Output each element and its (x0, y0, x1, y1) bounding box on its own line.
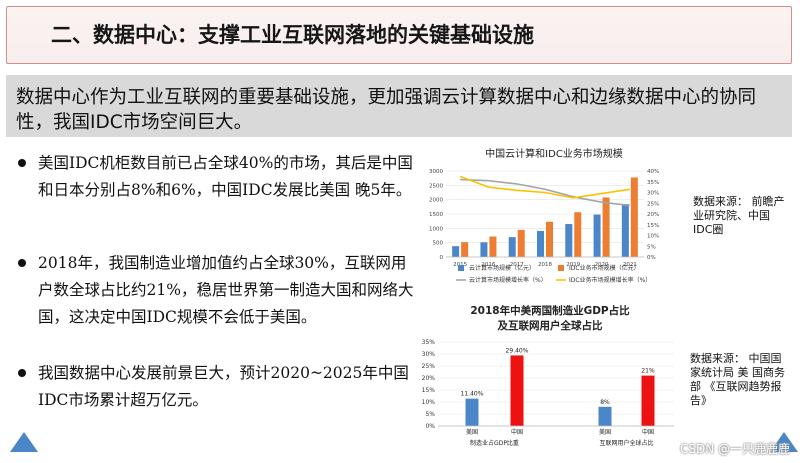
bullet-dot-icon (18, 159, 26, 167)
chart1-legend-swatch (458, 265, 464, 271)
chart1-y2tick-label: 5% (647, 244, 656, 250)
chart1-legend-label: IDC业务市场规模增长率（%） (569, 276, 651, 284)
chart2-title-line2: 及互联网用户全球占比 (498, 319, 603, 332)
chart2-ytick-label: 20% (422, 375, 436, 382)
chart2-ytick-label: 25% (422, 363, 436, 370)
chart1-legend-label: IDC业务市场规模（亿元） (569, 264, 640, 272)
bullet-text-3: 我国数据中心发展前景巨大，预计2020~2025年中国IDC市场累计超万亿元。 (38, 364, 409, 409)
chart2-source: 数据来源： 中国国家统计局 美 国商务部 《互联网趋势报告》 (690, 352, 785, 407)
corner-triangle-icon (10, 432, 38, 452)
chart1-legend-label: 云计算市场规模增长率（%） (469, 276, 547, 284)
chart2-bar (598, 406, 612, 426)
chart1-ytick-label: 2500 (429, 183, 443, 189)
chart1-y2tick-label: 10% (647, 234, 659, 240)
chart1-y2tick-label: 30% (647, 191, 659, 197)
chart2-data-label: 11.40% (461, 391, 484, 398)
chart1-bar (621, 203, 629, 257)
chart2-ytick-label: 5% (425, 411, 435, 418)
chart1-bar (489, 236, 497, 257)
cloud-idc-market-chart: 中国云计算和IDC业务市场规模 0 500 1000 1500 2000 2500 3000… (429, 147, 659, 284)
gdp-internet-share-chart: 2018年中美两国制造业GDP占比 及互联网用户全球占比 11.40% 29.40… (422, 304, 674, 447)
chart1-xtick-label: 2019 (566, 262, 580, 268)
bullet-dot-icon (18, 259, 26, 267)
chart1-bar (461, 242, 469, 257)
chart1-line-series (459, 175, 630, 199)
intro-text: 数据中心作为工业互联网的重要基础设施，更加强调云计算数据中心和边缘数据中心的协同… (16, 87, 757, 133)
chart2-xtick-label: 中国 (642, 428, 654, 436)
chart2-data-label: 21% (641, 368, 655, 375)
chart1-bar (537, 230, 544, 257)
chart1-ytick-label: 3000 (429, 169, 443, 175)
chart1-bar (574, 212, 582, 257)
chart1-legend-swatch (558, 265, 564, 271)
intro-banner: 数据中心作为工业互联网的重要基础设施，更加强调云计算数据中心和边缘数据中心的协同… (6, 75, 792, 137)
page-title: 二、数据中心：支撑工业互联网落地的关键基础设施 (51, 23, 534, 47)
chart2-title-line1: 2018年中美两国制造业GDP占比 (470, 304, 630, 317)
chart1-xtick-label: 2020 (595, 262, 609, 268)
chart1-ytick-label: 0 (440, 255, 444, 261)
chart2-ytick-label: 10% (422, 399, 436, 406)
title-banner: 二、数据中心：支撑工业互联网落地的关键基础设施 (6, 6, 792, 64)
chart2-ytick-label: 35% (422, 339, 436, 346)
chart1-bar (565, 224, 573, 257)
chart1-y2tick-label: 20% (647, 212, 659, 218)
chart1-bar (517, 229, 525, 257)
chart1-title: 中国云计算和IDC业务市场规模 (485, 147, 623, 160)
chart1-ytick-label: 500 (433, 241, 444, 247)
bullet-text-2: 2018年，我国制造业增加值约占全球30%，互联网用户数全球占比约21%，稳居世… (38, 254, 414, 326)
chart1-bar (602, 197, 610, 257)
chart2-bar (510, 355, 524, 426)
chart1-xtick-label: 2017 (510, 262, 524, 268)
chart2-group-label: 制造业占GDP比重 (470, 439, 519, 447)
chart2-xtick-label: 中国 (511, 428, 523, 436)
chart1-bar (630, 177, 638, 257)
chart1-bar (480, 242, 488, 257)
chart1-ytick-label: 1500 (429, 212, 443, 218)
chart2-data-label: 29.40% (506, 347, 529, 354)
chart2-ytick-label: 0% (425, 423, 435, 430)
bullet-item-2: 2018年，我国制造业增加值约占全球30%，互联网用户数全球占比约21%，稳居世… (18, 250, 418, 331)
chart2-bar (465, 398, 479, 426)
chart2-data-label: 8% (600, 399, 610, 406)
chart1-bar (508, 237, 516, 257)
chart1-ytick-label: 1000 (429, 226, 443, 232)
chart2-xtick-label: 美国 (599, 428, 611, 436)
bullet-item-1: 美国IDC机柜数目前已占全球40%的市场，其后是中国和日本分别占8%和6%，中国… (18, 150, 418, 204)
chart1-y2tick-label: 35% (647, 180, 659, 186)
chart1-xtick-label: 2018 (538, 262, 552, 268)
chart1-y2tick-label: 15% (647, 223, 659, 229)
chart1-xtick-label: 2016 (481, 262, 495, 268)
bullet-dot-icon (18, 369, 26, 377)
chart1-bar (546, 221, 553, 257)
chart2-group-label: 互联网用户全球占比 (599, 439, 653, 447)
chart1-xtick-label: 2021 (623, 262, 637, 268)
corner-triangle-icon (770, 432, 798, 452)
chart1-line-series (460, 178, 630, 207)
chart1-bar (452, 246, 460, 257)
chart1-ytick-label: 2000 (429, 198, 443, 204)
chart1-y2tick-label: 25% (647, 201, 659, 207)
watermark: CSDN @一只鹿鹿鹿 (679, 442, 790, 456)
chart1-y2tick-label: 0% (647, 255, 656, 261)
chart1-y2tick-label: 40% (647, 169, 659, 175)
chart1-legend-label: 云计算市场规模（亿元） (469, 264, 535, 272)
chart2-ytick-label: 15% (422, 387, 436, 394)
chart2-xtick-label: 美国 (466, 428, 478, 436)
chart1-source: 数据来源： 前瞻产业研究院、中国IDC圈 (693, 195, 785, 236)
bullet-text-1: 美国IDC机柜数目前已占全球40%的市场，其后是中国和日本分别占8%和6%，中国… (38, 154, 413, 199)
bullet-item-3: 我国数据中心发展前景巨大，预计2020~2025年中国IDC市场累计超万亿元。 (18, 360, 418, 414)
chart2-bar (641, 375, 655, 426)
chart2-ytick-label: 30% (422, 351, 436, 358)
chart1-bar (593, 214, 601, 257)
